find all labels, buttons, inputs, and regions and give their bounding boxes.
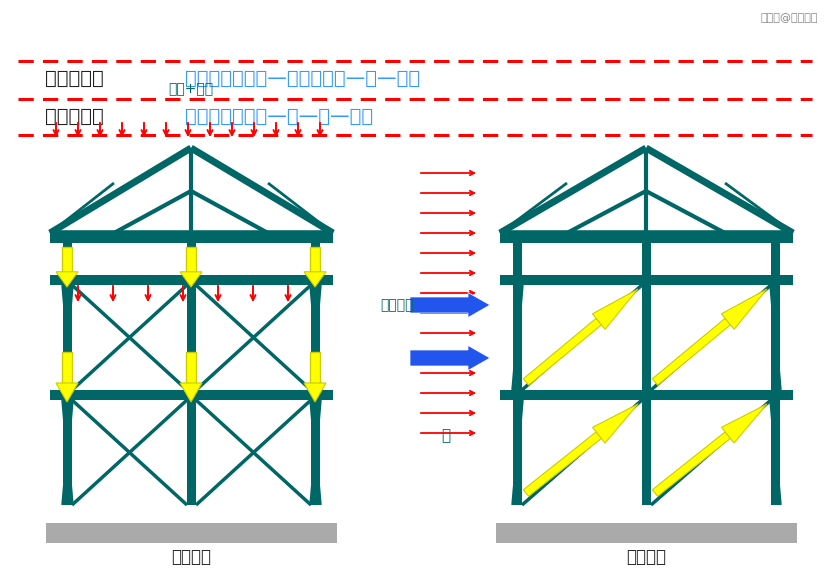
Polygon shape [304, 383, 325, 402]
Bar [641, 243, 650, 505]
Bar [310, 352, 320, 383]
Text: 水平荷载: 水平荷载 [625, 548, 665, 566]
Bar [46, 523, 337, 543]
Bar [63, 243, 72, 505]
Bar [499, 275, 792, 285]
Polygon shape [180, 272, 202, 287]
Bar [62, 352, 71, 383]
Polygon shape [652, 318, 729, 385]
Polygon shape [56, 272, 78, 287]
Text: 竖向荷载: 竖向荷载 [171, 548, 211, 566]
Bar [187, 243, 195, 505]
Bar [186, 247, 195, 272]
Polygon shape [720, 289, 766, 329]
Text: 水平荷载：: 水平荷载： [45, 68, 104, 87]
Text: 墙体（屋面板）—斜支撑、梁—柱—基础: 墙体（屋面板）—斜支撑、梁—柱—基础 [185, 68, 420, 87]
Bar [310, 247, 320, 272]
Bar [770, 243, 779, 505]
Text: 楼板（屋面板）—梁—柱—基础: 楼板（屋面板）—梁—柱—基础 [185, 107, 373, 125]
Bar [50, 390, 333, 400]
Bar [310, 243, 320, 505]
Polygon shape [592, 289, 638, 329]
FancyArrow shape [410, 293, 489, 318]
Text: 水平地震: 水平地震 [380, 298, 413, 312]
Polygon shape [652, 432, 729, 496]
Polygon shape [522, 432, 600, 496]
Bar [495, 523, 796, 543]
Polygon shape [56, 383, 78, 402]
Bar [513, 243, 522, 505]
Bar [499, 390, 792, 400]
Text: 搜狐号@青鸹房屋: 搜狐号@青鸹房屋 [759, 13, 817, 23]
FancyArrow shape [410, 346, 489, 371]
Polygon shape [180, 383, 202, 402]
Bar [186, 352, 195, 383]
Text: 恒载+活载: 恒载+活载 [168, 82, 214, 96]
Polygon shape [522, 318, 601, 385]
Bar [50, 233, 333, 243]
Text: 风: 风 [440, 428, 450, 443]
Bar [62, 247, 71, 272]
Polygon shape [720, 404, 766, 443]
Text: 竖向荷载：: 竖向荷载： [45, 107, 104, 125]
Polygon shape [592, 404, 638, 443]
Polygon shape [304, 272, 325, 287]
Bar [499, 233, 792, 243]
Bar [50, 275, 333, 285]
